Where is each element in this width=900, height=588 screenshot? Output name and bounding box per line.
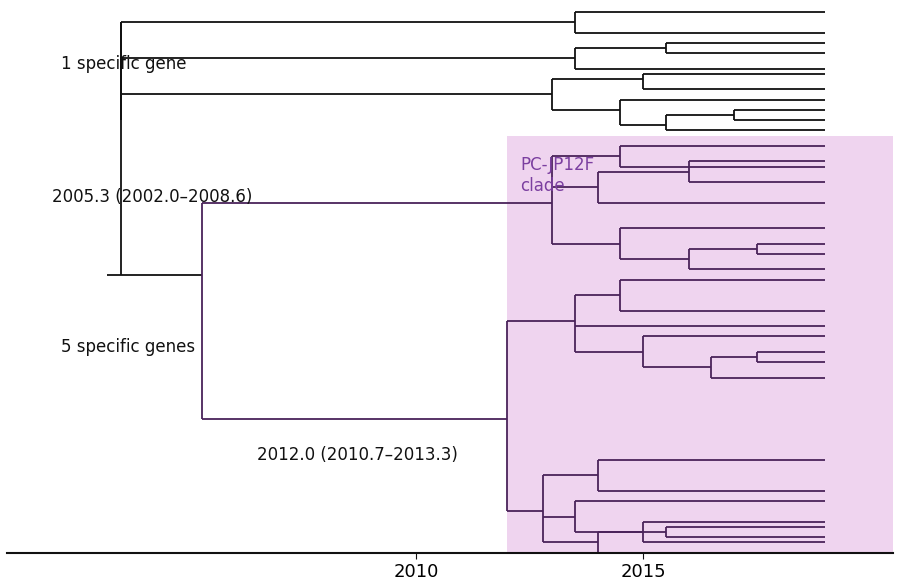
Text: 2005.3 (2002.0–2008.6): 2005.3 (2002.0–2008.6) xyxy=(52,188,253,206)
Text: 2012.0 (2010.7–2013.3): 2012.0 (2010.7–2013.3) xyxy=(256,446,458,464)
Text: 5 specific genes: 5 specific genes xyxy=(61,338,195,356)
Text: PC-JP12F
clade: PC-JP12F clade xyxy=(520,156,595,195)
Bar xyxy=(507,136,893,553)
Text: 1 specific gene: 1 specific gene xyxy=(61,55,187,72)
